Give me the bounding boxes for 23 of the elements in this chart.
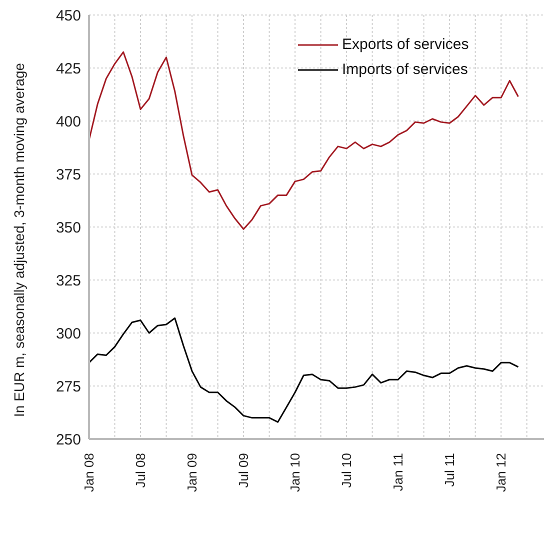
y-tick-label: 350 xyxy=(56,219,81,236)
x-tick-label: Jan 08 xyxy=(82,453,96,492)
y-tick-label: 300 xyxy=(56,325,81,342)
y-tick-label: 375 xyxy=(56,166,81,184)
x-tick-label: Jan 10 xyxy=(288,453,303,492)
line-series xyxy=(89,317,519,423)
legend-label: Exports of services xyxy=(342,36,469,53)
line-series xyxy=(89,51,519,230)
y-tick-label: 425 xyxy=(56,60,81,78)
y-tick-label: 400 xyxy=(56,113,81,130)
x-tick-label: Jul 08 xyxy=(133,453,148,488)
x-tick-label: Jul 11 xyxy=(442,453,458,487)
x-tick-label: Jul 09 xyxy=(236,453,252,488)
y-tick-label: 275 xyxy=(56,378,81,396)
x-tick-label: Jan 11 xyxy=(390,453,406,492)
x-tick-label: Jul 10 xyxy=(339,453,354,488)
x-tick-label: Jan 12 xyxy=(494,453,509,492)
y-axis-title: In EUR m, seasonally adjusted, 3-month moving average xyxy=(10,62,27,417)
y-tick-label: 450 xyxy=(56,7,81,24)
y-tick-label: 250 xyxy=(56,431,81,448)
x-tick-label: Jan 09 xyxy=(184,453,200,492)
y-tick-label: 325 xyxy=(56,272,81,290)
legend-label: Imports of services xyxy=(342,61,468,78)
